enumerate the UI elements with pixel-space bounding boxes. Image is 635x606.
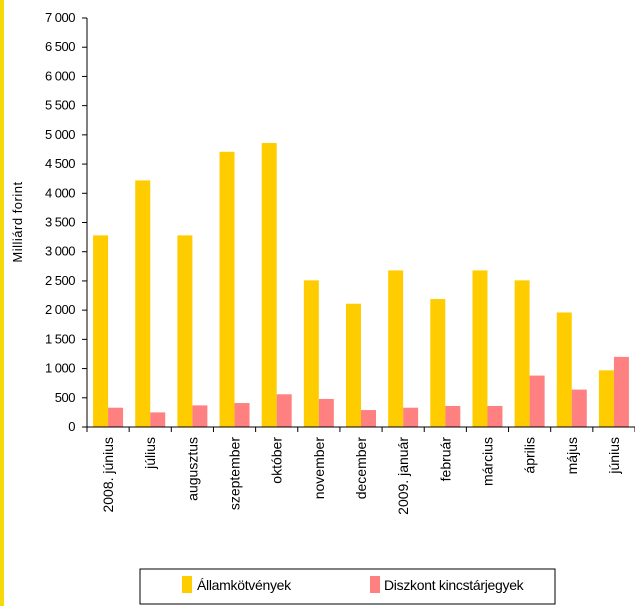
x-category-label: 2009. január xyxy=(395,437,411,515)
legend-box xyxy=(139,568,556,605)
y-tick-label: 500 xyxy=(55,390,75,405)
legend-swatch-allamkotvenyek xyxy=(182,576,192,593)
bar-diszkont-kincstarjegyek xyxy=(192,405,208,427)
bar-diszkont-kincstarjegyek xyxy=(529,375,545,427)
legend-swatch-diszkont-kincstarjegyek xyxy=(370,576,380,593)
bar-allamkotvenyek xyxy=(430,299,446,427)
legend-label-diszkont-kincstarjegyek: Diszkont kincstárjegyek xyxy=(384,577,525,593)
x-category-label: december xyxy=(353,437,369,500)
y-axis: 0 500 1 000 1 500 2 000 2 500 3 000 3 500 4 000 4… xyxy=(45,10,88,434)
y-tick-label: 6 000 xyxy=(45,68,75,83)
x-axis: 2008. június július augusztus szeptember okt… xyxy=(86,426,635,515)
y-tick-label: 3 000 xyxy=(45,244,75,259)
x-category-label: 2008. június xyxy=(100,437,116,513)
x-category-label: április xyxy=(522,437,538,474)
bar-allamkotvenyek xyxy=(388,270,404,427)
y-tick-label: 3 500 xyxy=(45,215,75,230)
bar-diszkont-kincstarjegyek xyxy=(571,389,587,427)
legend-label-allamkotvenyek: Államkötvények xyxy=(197,577,292,593)
bar-allamkotvenyek xyxy=(93,235,109,427)
x-category-label: október xyxy=(269,437,285,484)
x-category-label: november xyxy=(311,437,327,500)
y-tick-label: 7 000 xyxy=(45,10,75,25)
y-tick-label: 0 xyxy=(68,419,75,434)
bar-allamkotvenyek xyxy=(177,235,193,427)
legend: Államkötvények Diszkont kincstárjegyek xyxy=(139,568,556,605)
bar-allamkotvenyek xyxy=(556,312,572,427)
bar-diszkont-kincstarjegyek xyxy=(276,394,292,427)
x-category-label: június xyxy=(606,437,622,475)
bar-diszkont-kincstarjegyek xyxy=(108,407,124,427)
bar-diszkont-kincstarjegyek xyxy=(445,405,461,427)
x-category-label: augusztus xyxy=(184,437,200,501)
bar-diszkont-kincstarjegyek xyxy=(318,398,334,427)
bar-diszkont-kincstarjegyek xyxy=(150,412,166,427)
bar-diszkont-kincstarjegyek xyxy=(487,405,503,427)
bar-allamkotvenyek xyxy=(472,270,488,427)
y-tick-label: 4 000 xyxy=(45,185,75,200)
x-category-label: március xyxy=(479,437,495,486)
y-tick-label: 2 000 xyxy=(45,302,75,317)
bar-allamkotvenyek xyxy=(135,180,151,427)
y-tick-label: 5 500 xyxy=(45,98,75,113)
bar-allamkotvenyek xyxy=(303,280,319,427)
bar-allamkotvenyek xyxy=(514,280,530,427)
x-category-label: február xyxy=(437,437,453,482)
y-tick-label: 4 500 xyxy=(45,156,75,171)
x-category-label: szeptember xyxy=(227,437,243,510)
frame-accent-rule xyxy=(0,0,4,606)
y-tick-label: 1 500 xyxy=(45,331,75,346)
y-tick-label: 6 500 xyxy=(45,39,75,54)
bar-allamkotvenyek xyxy=(219,151,235,427)
y-tick-label: 1 000 xyxy=(45,361,75,376)
bar-diszkont-kincstarjegyek xyxy=(361,410,376,427)
y-tick-label: 5 000 xyxy=(45,127,75,142)
y-tick-label: 2 500 xyxy=(45,273,75,288)
bar-diszkont-kincstarjegyek xyxy=(234,403,250,427)
bar-allamkotvenyek xyxy=(598,370,614,427)
x-category-label: május xyxy=(564,437,580,474)
bars xyxy=(93,143,629,427)
y-axis-title: Milliárd forint xyxy=(10,181,25,262)
x-category-label: július xyxy=(142,437,158,470)
bar-diszkont-kincstarjegyek xyxy=(403,407,419,427)
bar-allamkotvenyek xyxy=(261,143,277,427)
bar-diszkont-kincstarjegyek xyxy=(613,356,629,427)
bar-allamkotvenyek xyxy=(346,303,361,427)
